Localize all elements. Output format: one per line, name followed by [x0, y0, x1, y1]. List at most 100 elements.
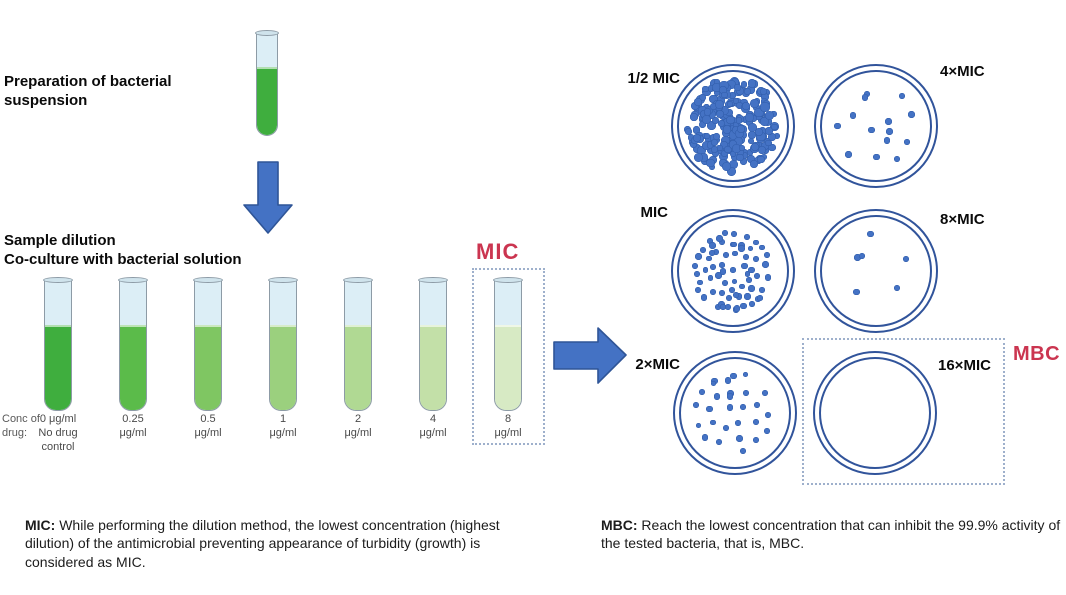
colony-dot	[861, 94, 869, 101]
prep-title: Preparation of bacterial suspension	[4, 73, 172, 109]
colony-dot	[729, 130, 739, 140]
colony-dot	[752, 239, 759, 246]
colony-dot	[746, 85, 756, 94]
tube-glass	[256, 32, 278, 136]
colony-dot	[719, 105, 729, 116]
colony-dot	[698, 120, 707, 129]
colony-dot	[692, 126, 701, 134]
colony-dot	[704, 135, 714, 145]
tube-glass	[494, 279, 522, 411]
colony-dot	[757, 156, 765, 164]
mic-definition-text: While performing the dilution method, th…	[25, 517, 500, 570]
colony-dot	[725, 108, 733, 116]
petri-dish-inner-ring	[820, 70, 932, 182]
test-tube	[118, 277, 148, 411]
petri-dish	[673, 351, 797, 475]
colony-dot	[742, 101, 751, 110]
colony-dot	[734, 136, 744, 146]
colony-dot	[730, 267, 736, 273]
colony-dot	[853, 253, 861, 261]
mic-term: MIC:	[25, 517, 56, 533]
colony-dot	[762, 261, 770, 269]
tube-liquid	[420, 325, 446, 410]
colony-dot	[722, 125, 732, 134]
tube-conc-label: 0.25 μg/ml	[119, 413, 147, 439]
colony-dot	[743, 87, 751, 95]
colony-dot	[719, 268, 727, 275]
colony-dot	[734, 84, 741, 91]
colony-dot	[755, 127, 764, 136]
tube-conc-label: 1 μg/ml	[269, 413, 297, 439]
colony-dot	[763, 251, 770, 258]
colony-dot	[735, 293, 743, 300]
petri-dish	[814, 64, 938, 188]
colony-dot	[853, 288, 860, 296]
colony-dot	[706, 255, 712, 262]
colony-dot	[748, 301, 755, 308]
colony-dot	[722, 230, 729, 236]
colony-dot	[714, 89, 721, 96]
colony-dot	[748, 285, 755, 292]
colony-dot	[771, 123, 778, 130]
mbc-highlight-box	[802, 338, 1005, 485]
colony-dot	[738, 144, 745, 151]
colony-dot	[740, 448, 747, 455]
colony-dot	[747, 79, 757, 88]
colony-dot	[692, 144, 702, 153]
colony-dot	[759, 286, 765, 293]
colony-dot	[753, 272, 760, 280]
colony-dot	[711, 116, 719, 124]
colony-dot	[740, 302, 747, 310]
colony-dot	[712, 248, 720, 256]
mbc-definition: MBC: Reach the lowest concentration that…	[601, 516, 1066, 553]
colony-dot	[764, 274, 771, 281]
petri-dish-inner-ring	[820, 215, 932, 327]
petri-dish-inner-ring	[677, 70, 789, 182]
colony-dot	[689, 112, 699, 122]
colony-dot	[719, 80, 729, 90]
test-tube	[493, 277, 523, 411]
colony-dot	[746, 276, 752, 283]
dish-label: 2×MIC	[635, 356, 680, 373]
colony-dot	[707, 275, 714, 282]
mic-label: MIC	[476, 239, 520, 264]
colony-dot	[727, 167, 737, 177]
colony-dot	[884, 118, 892, 126]
colony-dot	[736, 153, 744, 162]
colony-dot	[730, 152, 739, 161]
colony-dot	[867, 126, 875, 134]
colony-dot	[692, 133, 702, 143]
colony-dot	[752, 419, 760, 426]
colony-dot	[702, 267, 709, 273]
colony-dot	[743, 234, 750, 241]
petri-dish-inner-ring	[679, 357, 791, 469]
colony-dot	[715, 271, 723, 279]
colony-dot	[750, 99, 760, 109]
colony-dot	[706, 237, 713, 244]
tube-glass	[44, 279, 72, 411]
mic-highlight-box	[472, 268, 545, 445]
test-tube	[43, 277, 73, 411]
colony-dot	[702, 85, 709, 92]
colony-dot	[694, 287, 701, 294]
stock-tube-icon	[255, 30, 279, 136]
colony-dot	[707, 121, 717, 130]
colony-dot	[707, 110, 717, 120]
colony-dot	[693, 270, 701, 278]
colony-dot	[724, 376, 732, 384]
colony-dot	[737, 148, 745, 156]
colony-dot	[728, 159, 739, 169]
dilution-title: Sample dilution Co-culture with bacteria…	[4, 232, 242, 268]
tube-conc-label: 8 μg/ml	[494, 413, 522, 439]
petri-dish-inner-ring	[819, 357, 931, 469]
tube-glass	[269, 279, 297, 411]
colony-dot	[719, 140, 728, 149]
colony-dot	[740, 404, 746, 411]
tube-rim	[493, 277, 523, 283]
tube-liquid	[195, 325, 221, 410]
colony-dot	[716, 110, 725, 119]
down-arrow-icon	[243, 161, 293, 234]
colony-dot	[747, 245, 754, 252]
colony-dot	[765, 127, 773, 135]
